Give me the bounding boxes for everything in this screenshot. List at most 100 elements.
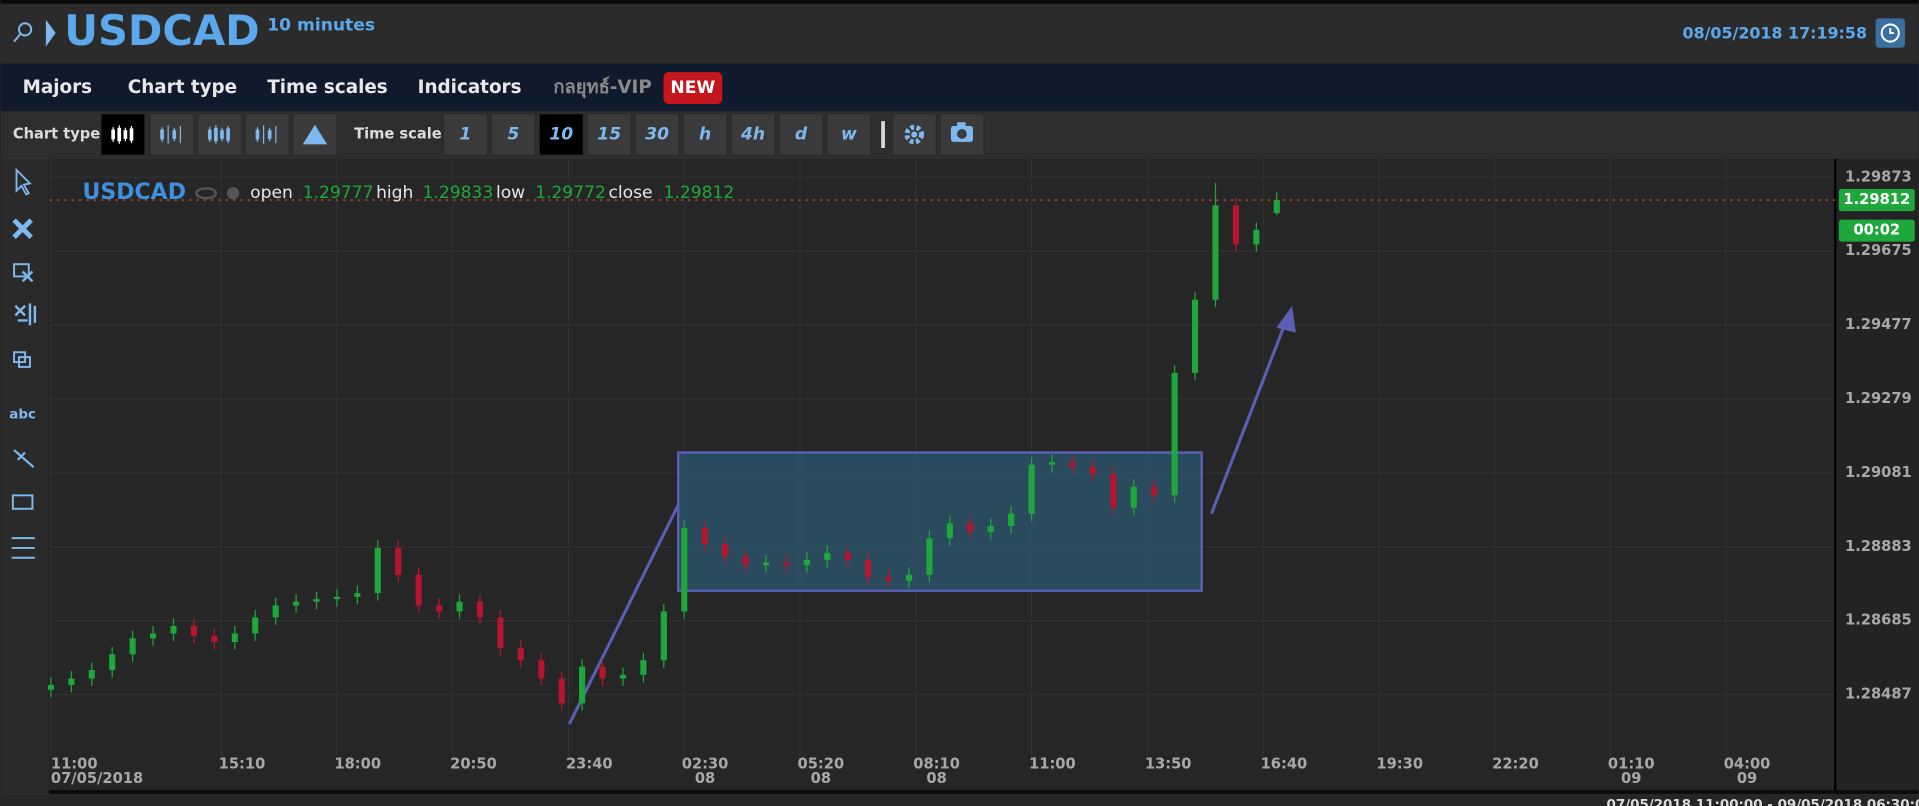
countdown-tag: [1838, 219, 1915, 242]
camera-button[interactable]: [939, 113, 985, 156]
chart-type-button[interactable]: [196, 113, 243, 156]
time-scale-button[interactable]: 5: [490, 113, 536, 156]
range-label: 07/05/2018 11:00:00 - 09/05/2018 06:30:0…: [1607, 798, 1919, 806]
menu-item[interactable]: Majors: [23, 77, 93, 98]
button-label: w: [841, 125, 857, 145]
new-badge-text: NEW: [670, 78, 715, 98]
candle-body: [640, 660, 647, 675]
time-scale-button[interactable]: 1: [442, 113, 489, 156]
delete-tool[interactable]: [12, 218, 33, 240]
legend-key: low: [496, 183, 525, 203]
button-icon: [226, 128, 230, 141]
button-label: 10: [549, 125, 573, 145]
time-scale-button[interactable]: d: [778, 113, 824, 156]
legend-key: open: [250, 183, 293, 203]
time-scale-button[interactable]: w: [826, 113, 872, 156]
menu-item[interactable]: Time scales: [267, 77, 388, 98]
time-scale-button[interactable]: 4h: [730, 113, 776, 156]
candle-body: [354, 593, 361, 597]
x-tick-label: 05:20: [798, 755, 845, 772]
clock-button[interactable]: [1875, 18, 1905, 48]
menu-item[interactable]: Indicators: [418, 77, 522, 98]
candle-body: [395, 547, 402, 575]
legend-symbol: USDCAD: [83, 180, 186, 205]
expand-arrow[interactable]: [45, 19, 56, 47]
candle-body: [1008, 513, 1015, 526]
candle-body: [456, 601, 463, 612]
time-scale-button[interactable]: 10: [538, 113, 584, 156]
chart-type-button[interactable]: [100, 113, 146, 156]
x-tick-label: 19:30: [1376, 755, 1423, 772]
delete-all-tool[interactable]: [14, 303, 37, 326]
top-edge: [0, 0, 1919, 4]
time-scale-button[interactable]: 15: [586, 113, 632, 156]
menu-item[interactable]: Chart type: [128, 77, 237, 98]
rectangle-tool[interactable]: [11, 494, 34, 510]
line-tool[interactable]: [13, 449, 35, 469]
search-icon[interactable]: [13, 22, 33, 43]
button-bg: [490, 113, 536, 156]
chart-type-button[interactable]: [149, 113, 195, 156]
legend-icons[interactable]: [195, 187, 240, 200]
x-tick-label: 11:00: [51, 755, 98, 772]
candle-body: [660, 611, 667, 661]
candle-body: [293, 601, 300, 606]
button-bg: [149, 113, 195, 156]
candle-body: [885, 577, 892, 581]
menu-item[interactable]: กลยุทธ์-VIP: [553, 76, 651, 99]
candle-body: [844, 552, 851, 560]
button-label: 15: [597, 125, 621, 145]
candle-body: [1232, 205, 1239, 245]
candle-body: [415, 574, 422, 606]
candles: [47, 182, 1836, 711]
time-scale-button[interactable]: h: [682, 113, 728, 156]
candle-body: [476, 601, 484, 618]
y-tick-label: 1.29873: [1845, 168, 1912, 185]
settings-button[interactable]: [891, 113, 937, 156]
y-tick-label: 1.29279: [1845, 390, 1912, 407]
x-tick-label: 20:50: [450, 755, 497, 772]
button-icon: [160, 129, 164, 140]
button-icon: [123, 130, 128, 139]
trend-line[interactable]: [567, 504, 680, 725]
range-box[interactable]: [676, 451, 1203, 592]
x-tick-label: 01:10: [1608, 755, 1655, 772]
button-bg: [634, 113, 680, 156]
candle-body: [987, 525, 994, 532]
pointer-tool[interactable]: [15, 167, 32, 196]
button-bg: [538, 113, 584, 156]
button-icon: [255, 129, 260, 140]
candle-body: [88, 670, 95, 679]
delete-drawing-tool[interactable]: [13, 263, 34, 283]
clone-tool[interactable]: [13, 351, 31, 368]
levels-tool[interactable]: [11, 537, 35, 559]
chart-type-button[interactable]: [244, 113, 290, 156]
y-tick-label: 1.28487: [1845, 686, 1912, 703]
candle-body: [1048, 462, 1056, 465]
breakout-arrow[interactable]: [1210, 305, 1296, 515]
candle-body: [865, 559, 872, 578]
candle-body: [211, 636, 218, 643]
x-tick-label: 18:00: [334, 755, 381, 772]
candle-body: [681, 528, 688, 612]
legend-value: 1.29777: [303, 183, 374, 203]
candle-body: [436, 605, 443, 612]
candle-body: [1151, 486, 1158, 496]
candle-body: [1273, 200, 1280, 214]
legend-key: close: [608, 183, 652, 203]
button-label: 5: [507, 125, 519, 145]
candle-body: [1089, 466, 1096, 475]
candle-body: [1130, 486, 1137, 508]
time-scale-button[interactable]: 30: [634, 113, 680, 156]
candle-body: [272, 605, 279, 618]
countdown-label: 00:02: [1853, 222, 1900, 239]
text-tool[interactable]: abc: [9, 408, 36, 423]
candle-body: [619, 674, 627, 679]
button-icon: [117, 127, 122, 142]
chart-type-button[interactable]: [292, 113, 338, 156]
candle-body: [1191, 299, 1199, 373]
y-tick-label: 1.28685: [1845, 612, 1912, 629]
candle-body: [599, 666, 606, 679]
candle-body: [1212, 205, 1219, 300]
candle-body: [926, 538, 933, 575]
